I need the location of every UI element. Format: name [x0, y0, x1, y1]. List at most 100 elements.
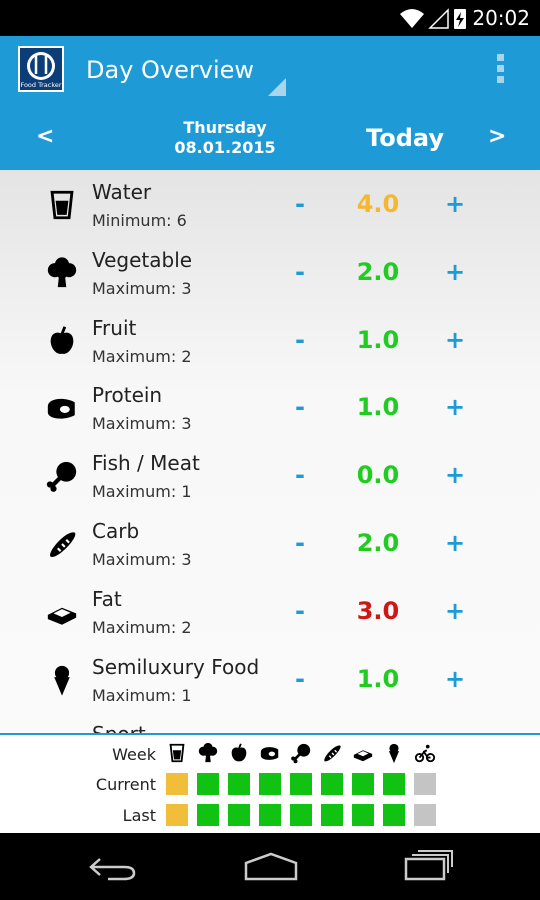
food-count: 2.0 — [356, 529, 400, 557]
back-button[interactable] — [88, 853, 138, 883]
status-icons — [400, 8, 466, 29]
category-icon — [291, 743, 311, 764]
overflow-menu[interactable] — [494, 52, 508, 86]
status-square — [228, 773, 250, 795]
food-limit: Maximum: 1 — [92, 685, 192, 705]
status-square — [290, 773, 312, 795]
week-label: Current — [95, 775, 156, 794]
app-logo[interactable]: Food Tracker — [18, 46, 64, 92]
food-name: Protein — [92, 383, 163, 408]
minus-button[interactable]: - — [295, 325, 305, 354]
minus-button[interactable]: - — [295, 393, 305, 422]
food-limit: Maximum: 2 — [92, 346, 192, 366]
food-icon — [50, 325, 74, 354]
today-label[interactable]: Today — [366, 124, 444, 152]
food-icon — [50, 532, 76, 557]
plus-button[interactable]: + — [444, 596, 466, 625]
food-limit: Minimum: 6 — [92, 211, 187, 230]
clock: 20:02 — [472, 6, 530, 30]
minus-button[interactable]: - — [295, 190, 305, 218]
food-icon — [50, 190, 74, 220]
plus-button[interactable]: + — [444, 257, 466, 286]
food-row: Fat Maximum: 2 - 3.0 + — [0, 577, 540, 645]
food-row: Fish / Meat Maximum: 1 - 0.0 + — [0, 441, 540, 509]
food-name: Sport — [92, 722, 146, 733]
category-icon — [324, 745, 341, 762]
food-list: Water Minimum: 6 - 4.0 + Vegetable Maximum: 3 -… — [0, 170, 540, 733]
status-square — [352, 773, 374, 795]
category-icon — [388, 743, 400, 764]
plus-button[interactable]: + — [444, 461, 466, 490]
minus-button[interactable]: - — [295, 529, 305, 557]
plus-button[interactable]: + — [444, 529, 466, 557]
food-icon — [46, 462, 77, 493]
food-limit: Maximum: 3 — [92, 550, 192, 569]
food-count: 1.0 — [356, 664, 400, 693]
food-row: Carb Maximum: 3 - 2.0 + — [0, 509, 540, 577]
food-icon — [47, 257, 77, 287]
minus-button[interactable]: - — [295, 664, 305, 693]
status-bar: 20:02 — [0, 0, 540, 36]
home-button[interactable] — [244, 851, 298, 881]
food-row: Vegetable Maximum: 3 - 2.0 + — [0, 238, 540, 306]
food-row: Sport — [0, 712, 540, 733]
recents-button[interactable] — [404, 849, 454, 881]
status-square — [352, 804, 374, 826]
minus-button[interactable]: - — [295, 461, 305, 490]
food-row: Protein Maximum: 3 - 1.0 + — [0, 373, 540, 441]
food-limit: Maximum: 1 — [92, 482, 192, 502]
minus-button[interactable]: - — [295, 257, 305, 286]
status-square — [197, 804, 219, 826]
date: 08.01.2015 — [174, 138, 276, 157]
status-square — [166, 804, 188, 826]
status-square — [259, 804, 281, 826]
next-day[interactable]: > — [488, 124, 507, 149]
weekday: Thursday — [183, 118, 267, 137]
food-limit: Maximum: 2 — [92, 617, 192, 637]
food-count: 2.0 — [356, 257, 400, 286]
food-count: 1.0 — [356, 325, 400, 354]
category-icon — [414, 744, 436, 763]
separator — [0, 733, 540, 735]
food-name: Carb — [92, 519, 140, 543]
category-icon — [353, 750, 373, 762]
status-square — [259, 773, 281, 795]
nav-bar — [0, 833, 540, 900]
food-row: Fruit Maximum: 2 - 1.0 + — [0, 306, 540, 374]
status-square — [414, 773, 436, 795]
food-count: 3.0 — [356, 596, 400, 625]
screen-title[interactable]: Day Overview — [86, 56, 255, 84]
food-name: Vegetable — [92, 247, 193, 272]
food-count: 4.0 — [356, 190, 400, 218]
food-icon — [47, 399, 75, 419]
food-name: Fish / Meat — [92, 451, 200, 476]
status-square — [166, 773, 188, 795]
food-name: Semiluxury Food — [92, 654, 260, 679]
status-square — [383, 773, 405, 795]
logo-text: Food Tracker — [20, 81, 61, 89]
status-square — [383, 804, 405, 826]
status-square — [197, 773, 219, 795]
food-name: Fat — [92, 586, 122, 611]
status-square — [414, 804, 436, 826]
app-bar: Food Tracker Day Overview < Thursday 08.… — [0, 36, 540, 170]
status-square — [228, 804, 250, 826]
category-icon — [169, 743, 185, 763]
minus-button[interactable]: - — [295, 596, 305, 625]
plus-button[interactable]: + — [444, 190, 466, 218]
food-limit: Maximum: 3 — [92, 414, 192, 434]
status-square — [321, 804, 343, 826]
category-icon — [198, 742, 218, 763]
plus-button[interactable]: + — [444, 664, 466, 693]
plus-button[interactable]: + — [444, 325, 466, 354]
category-icon — [260, 747, 279, 760]
food-name: Fruit — [92, 315, 137, 340]
status-square — [321, 773, 343, 795]
food-row: Semiluxury Food Maximum: 1 - 1.0 + — [0, 645, 540, 713]
spinner-arrow — [268, 78, 286, 96]
prev-day[interactable]: < — [36, 124, 55, 149]
plus-button[interactable]: + — [444, 393, 466, 422]
week-label: Week — [112, 745, 156, 764]
food-icon — [47, 607, 77, 625]
